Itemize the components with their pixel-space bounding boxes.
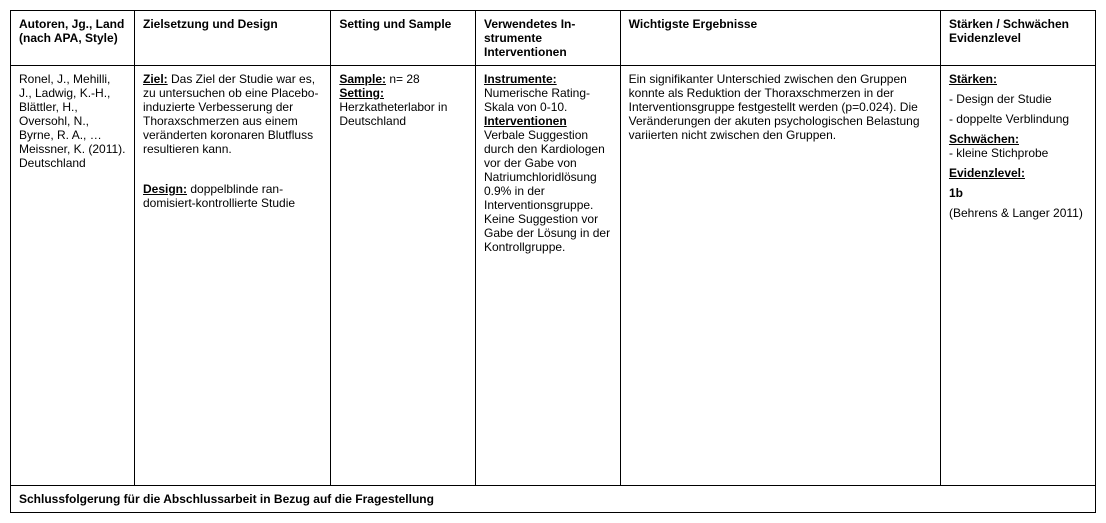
cell-strengths: Stärken: - Design der Studie - doppelte … bbox=[940, 66, 1095, 486]
conclusion-cell: Schlussfolgerung für die Abschlussarbeit… bbox=[11, 486, 1096, 513]
header-results: Wichtigste Ergebnisse bbox=[620, 11, 940, 66]
cell-authors: Ronel, J., Mehil­li, J., Ladwig, K.-H., … bbox=[11, 66, 135, 486]
weak-label: Schwächen: bbox=[949, 132, 1019, 146]
ziel-text: Das Ziel der Studie war es, zu untersuch… bbox=[143, 72, 318, 156]
sample-text: n= 28 bbox=[386, 72, 420, 86]
cell-setting: Sample: n= 28 Setting: Herzkatheterlabor… bbox=[331, 66, 476, 486]
cell-results: Ein signifikanter Unterschied zwischen d… bbox=[620, 66, 940, 486]
setting-text: Herzkatheterlabor in Deutschland bbox=[339, 100, 447, 128]
cell-instruments: Instrumente: Numerische Rating-Skala von… bbox=[475, 66, 620, 486]
header-setting: Setting und Sample bbox=[331, 11, 476, 66]
setting-label: Setting: bbox=[339, 86, 384, 100]
evid-value: 1b bbox=[949, 186, 1087, 200]
interv-text: Verbale Suggestion durch den Kardiolo­ge… bbox=[484, 128, 610, 254]
evid-label: Evidenzlevel: bbox=[949, 166, 1025, 180]
cell-ziel: Ziel: Das Ziel der Studie war es, zu unt… bbox=[135, 66, 331, 486]
results-text: Ein signifikanter Unterschied zwischen d… bbox=[629, 72, 920, 142]
data-row: Ronel, J., Mehil­li, J., Ladwig, K.-H., … bbox=[11, 66, 1096, 486]
header-authors: Autoren, Jg., Land (nach APA, Style) bbox=[11, 11, 135, 66]
strengths-label: Stärken: bbox=[949, 72, 997, 86]
weak-item-1: - kleine Stichprobe bbox=[949, 146, 1048, 160]
authors-text: Ronel, J., Mehil­li, J., Ladwig, K.-H., … bbox=[19, 72, 126, 170]
strengths-item-2: - doppelte Verblin­dung bbox=[949, 112, 1087, 126]
header-instruments: Verwendetes In­strumente Interventionen bbox=[475, 11, 620, 66]
conclusion-row: Schlussfolgerung für die Abschlussarbeit… bbox=[11, 486, 1096, 513]
evidence-table: Autoren, Jg., Land (nach APA, Style) Zie… bbox=[10, 10, 1096, 513]
design-label: Design: bbox=[143, 182, 187, 196]
header-strengths: Stärken / Schwä­chen Evidenzlevel bbox=[940, 11, 1095, 66]
strengths-item-1: - Design der Studie bbox=[949, 92, 1087, 106]
header-ziel: Zielsetzung und Design bbox=[135, 11, 331, 66]
sample-label: Sample: bbox=[339, 72, 386, 86]
instr-label: Instrumente: bbox=[484, 72, 557, 86]
instr-text: Numerische Rating-Skala von 0-10. bbox=[484, 86, 590, 114]
interv-label: Interventionen bbox=[484, 114, 567, 128]
evid-source: (Behrens & Langer 2011) bbox=[949, 206, 1087, 220]
header-row: Autoren, Jg., Land (nach APA, Style) Zie… bbox=[11, 11, 1096, 66]
ziel-label: Ziel: bbox=[143, 72, 168, 86]
